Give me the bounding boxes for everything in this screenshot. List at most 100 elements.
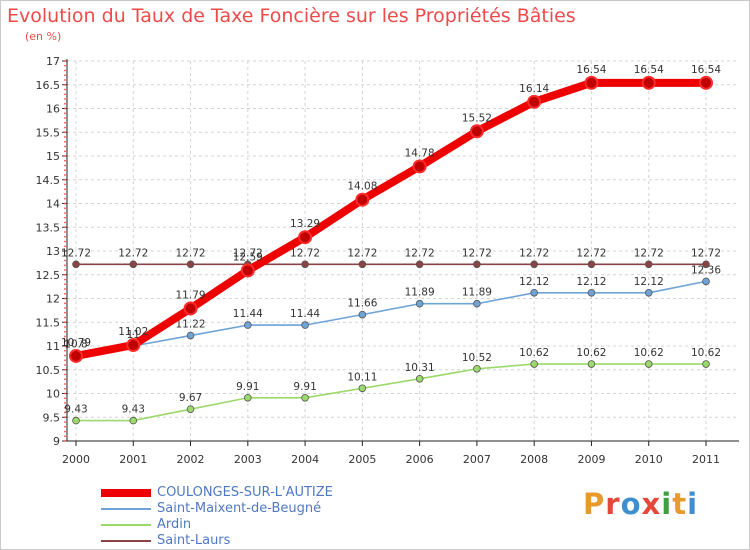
y-minor-tick — [64, 307, 66, 309]
data-label: 11.44 — [233, 308, 263, 320]
y-minor-tick — [64, 202, 66, 205]
y-minor-tick — [64, 349, 66, 352]
data-label: 11.89 — [462, 287, 492, 299]
series-line — [72, 78, 710, 360]
legend-swatch — [101, 489, 151, 497]
logo-letter: t — [672, 487, 688, 521]
logo-letter: r — [605, 487, 621, 521]
y-tick-label: 12 — [46, 293, 60, 306]
data-point — [641, 75, 656, 90]
data-label: 16.14 — [519, 83, 549, 95]
data-label: 11 — [127, 329, 140, 341]
y-minor-tick — [64, 416, 66, 419]
x-tick-label: 2007 — [463, 453, 491, 466]
data-point — [527, 94, 542, 109]
y-tick-label: 13.5 — [36, 221, 61, 234]
data-label: 14.78 — [405, 147, 435, 159]
data-label: 12.12 — [576, 276, 606, 288]
y-minor-tick — [64, 440, 66, 442]
y-minor-tick — [64, 107, 66, 110]
y-minor-tick — [64, 164, 66, 167]
data-label: 10.62 — [634, 347, 664, 359]
data-label: 11.44 — [290, 308, 320, 320]
data-point — [584, 75, 599, 90]
y-minor-tick — [64, 121, 66, 124]
y-minor-tick — [64, 150, 66, 153]
data-point — [355, 192, 370, 207]
series-line — [75, 363, 707, 422]
y-minor-tick — [64, 131, 66, 134]
data-label: 12.72 — [691, 247, 721, 259]
data-point — [587, 260, 596, 269]
y-tick-label: 10.5 — [36, 364, 61, 377]
y-tick-label: 16.5 — [36, 79, 61, 92]
data-label: 12.72 — [118, 247, 148, 259]
y-minor-tick — [64, 193, 66, 195]
y-minor-tick — [64, 69, 66, 72]
data-label: 12.36 — [691, 264, 721, 276]
y-minor-tick — [64, 183, 66, 186]
data-point — [415, 260, 424, 269]
y-minor-tick — [64, 254, 66, 257]
data-label: 10.52 — [462, 352, 492, 364]
legend-label: Ardin — [157, 517, 192, 532]
y-minor-tick — [64, 112, 66, 115]
y-minor-tick — [64, 302, 66, 305]
y-minor-tick — [64, 250, 66, 252]
data-label: 9.67 — [179, 392, 202, 404]
y-tick-label: 14 — [46, 198, 60, 211]
y-minor-tick — [64, 207, 66, 210]
y-minor-tick — [64, 221, 66, 224]
data-label: 9.43 — [64, 404, 87, 416]
y-minor-tick — [64, 159, 66, 162]
y-minor-tick — [64, 136, 66, 138]
data-label: 12.72 — [233, 247, 263, 259]
y-minor-tick — [64, 155, 66, 157]
y-tick-label: 14.5 — [36, 174, 61, 187]
y-minor-tick — [64, 145, 66, 148]
data-label: 12.72 — [61, 247, 91, 259]
data-point — [301, 260, 309, 269]
data-label: 13.29 — [290, 218, 320, 230]
data-point — [72, 260, 80, 269]
data-point — [702, 260, 710, 269]
data-label: 11.22 — [176, 319, 206, 331]
x-tick-label: 2006 — [406, 453, 434, 466]
data-point — [244, 321, 252, 329]
y-minor-tick — [64, 411, 66, 414]
y-minor-tick — [64, 74, 66, 77]
data-point — [699, 75, 713, 90]
legend-label: COULONGES-SUR-L'AUTIZE — [157, 485, 333, 500]
x-tick-label: 2003 — [234, 453, 262, 466]
y-tick-label: 9.5 — [43, 411, 61, 424]
y-minor-tick — [64, 297, 66, 300]
x-tick-label: 2010 — [635, 453, 663, 466]
series-line — [75, 280, 707, 357]
y-minor-tick — [64, 259, 66, 262]
y-minor-tick — [64, 435, 66, 438]
data-point — [129, 416, 138, 425]
data-label: 12.59 — [233, 251, 263, 263]
x-tick-label: 2001 — [119, 453, 147, 466]
y-minor-tick — [64, 326, 66, 328]
legend-swatch — [101, 524, 151, 526]
legend-swatch — [101, 540, 151, 542]
y-minor-tick — [64, 83, 66, 86]
y-minor-tick — [64, 231, 66, 233]
data-point — [415, 299, 424, 308]
x-tick-label: 2009 — [577, 453, 605, 466]
y-minor-tick — [64, 392, 66, 395]
y-minor-tick — [64, 359, 66, 362]
data-point — [186, 331, 195, 340]
data-label: 11.66 — [347, 298, 377, 310]
y-tick-label: 17 — [46, 55, 60, 68]
logo-letter: i — [687, 487, 699, 521]
y-tick-label: 15.5 — [36, 126, 61, 139]
y-minor-tick — [64, 212, 66, 214]
y-minor-tick — [64, 169, 66, 172]
chart-subtitle: (en %) — [25, 30, 62, 43]
y-minor-tick — [64, 340, 66, 343]
data-label: 12.72 — [347, 247, 377, 259]
logo-letter: i — [661, 487, 673, 521]
